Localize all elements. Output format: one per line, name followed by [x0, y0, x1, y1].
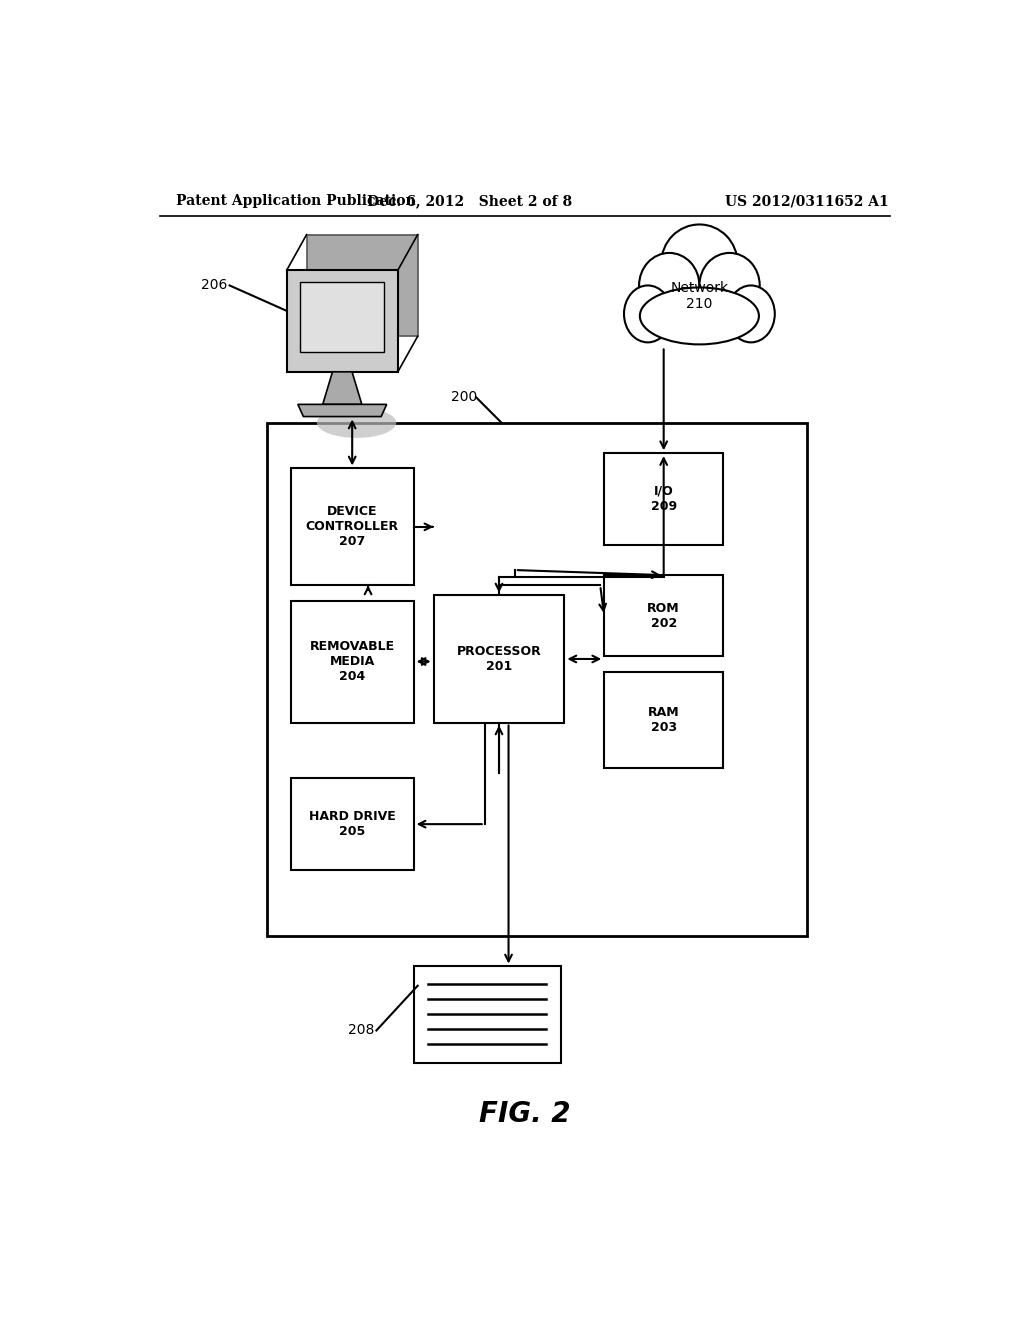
- Polygon shape: [287, 271, 397, 372]
- Bar: [291, 779, 414, 870]
- Ellipse shape: [624, 285, 672, 342]
- Text: RAM
203: RAM 203: [648, 706, 680, 734]
- Text: US 2012/0311652 A1: US 2012/0311652 A1: [725, 194, 889, 209]
- Text: PROCESSOR
201: PROCESSOR 201: [457, 645, 542, 673]
- Polygon shape: [323, 372, 361, 404]
- Text: 208: 208: [347, 1023, 374, 1038]
- Ellipse shape: [699, 253, 760, 318]
- Text: ROM
202: ROM 202: [647, 602, 680, 630]
- Text: Patent Application Publication: Patent Application Publication: [176, 194, 416, 209]
- Text: 200: 200: [452, 391, 477, 404]
- Ellipse shape: [662, 224, 737, 302]
- Text: REMOVABLE
MEDIA
204: REMOVABLE MEDIA 204: [309, 640, 395, 682]
- Ellipse shape: [640, 288, 759, 345]
- Text: Dec. 6, 2012   Sheet 2 of 8: Dec. 6, 2012 Sheet 2 of 8: [367, 194, 571, 209]
- Text: Network
210: Network 210: [671, 281, 728, 310]
- Bar: [267, 422, 807, 936]
- Bar: [604, 672, 723, 768]
- Text: FIG. 2: FIG. 2: [479, 1100, 570, 1127]
- Bar: [291, 469, 414, 585]
- Bar: [414, 966, 560, 1063]
- Polygon shape: [306, 235, 418, 337]
- Bar: [291, 601, 414, 722]
- Text: I/O
209: I/O 209: [650, 484, 677, 513]
- Ellipse shape: [316, 408, 396, 438]
- Bar: [604, 453, 723, 545]
- Ellipse shape: [727, 285, 775, 342]
- Bar: [604, 576, 723, 656]
- Text: 206: 206: [201, 279, 227, 293]
- Ellipse shape: [639, 253, 699, 318]
- Bar: [433, 595, 564, 722]
- Polygon shape: [300, 282, 384, 351]
- Text: HARD DRIVE
205: HARD DRIVE 205: [309, 810, 395, 838]
- Polygon shape: [298, 404, 387, 417]
- Text: DEVICE
CONTROLLER
207: DEVICE CONTROLLER 207: [305, 506, 398, 548]
